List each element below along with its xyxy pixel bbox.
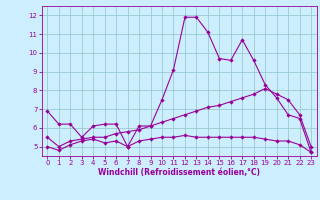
X-axis label: Windchill (Refroidissement éolien,°C): Windchill (Refroidissement éolien,°C) — [98, 168, 260, 177]
